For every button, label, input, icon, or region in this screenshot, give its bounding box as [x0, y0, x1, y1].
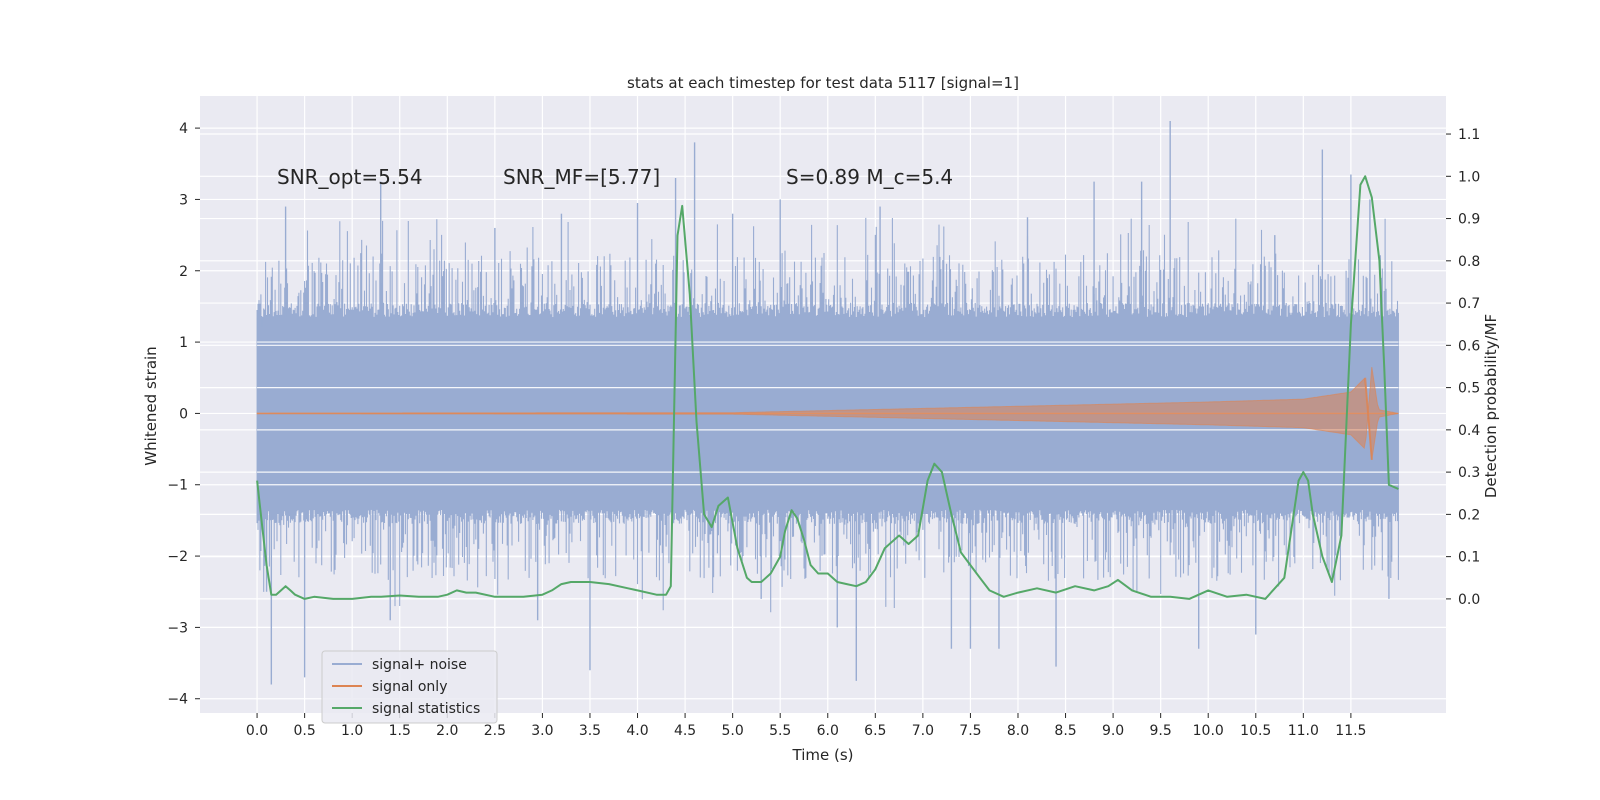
x-tick-label: 1.0 [341, 723, 363, 739]
x-tick-label: 9.0 [1102, 723, 1124, 739]
legend-label-noise: signal+ noise [372, 657, 467, 673]
y-left-tick-label: 0 [179, 406, 188, 422]
x-tick-label: 4.5 [674, 723, 696, 739]
y-right-tick-label: 1.0 [1458, 169, 1480, 185]
y-right-tick-label: 0.6 [1458, 338, 1480, 354]
y-right-tick-label: 0.5 [1458, 381, 1480, 397]
x-tick-label: 3.0 [531, 723, 553, 739]
x-tick-label: 10.5 [1240, 723, 1271, 739]
y-axis-right: 0.0 0.1 0.2 0.3 0.4 0.5 0.6 0.7 0.8 0.9 1.0 1.1 [1446, 127, 1480, 608]
x-tick-label: 8.5 [1054, 723, 1076, 739]
x-axis-label: Time (s) [792, 746, 854, 764]
x-tick-label: 4.0 [626, 723, 648, 739]
annotation-snr-opt: SNR_opt=5.54 [277, 165, 423, 189]
y-right-tick-label: 0.4 [1458, 423, 1480, 439]
legend-label-stats: signal statistics [372, 701, 480, 717]
y-right-tick-label: 0.3 [1458, 465, 1480, 481]
y-right-tick-label: 0.2 [1458, 507, 1480, 523]
x-tick-label: 7.0 [912, 723, 934, 739]
x-tick-label: 1.5 [389, 723, 411, 739]
x-tick-label: 11.0 [1288, 723, 1319, 739]
y-left-tick-label: −3 [167, 620, 188, 636]
x-tick-label: 3.5 [579, 723, 601, 739]
y-left-tick-label: 4 [179, 121, 188, 137]
y-left-tick-label: 2 [179, 264, 188, 280]
x-tick-label: 7.5 [959, 723, 981, 739]
x-tick-label: 5.5 [769, 723, 791, 739]
x-tick-label: 0.0 [246, 723, 268, 739]
annotation-snr-mf: SNR_MF=[5.77] [503, 165, 660, 189]
y-right-tick-label: 0.0 [1458, 592, 1480, 608]
y-right-tick-label: 0.9 [1458, 212, 1480, 228]
x-tick-label: 6.5 [864, 723, 886, 739]
x-axis: 0.0 0.5 1.0 1.5 2.0 2.5 3.0 3.5 4.0 4.5 5.0 5.5 6.0 6… [246, 713, 1366, 739]
y-axis-right-label: Detection probability/MF [1482, 314, 1500, 498]
chart-title: stats at each timestep for test data 511… [627, 74, 1019, 92]
y-left-tick-label: 1 [179, 335, 188, 351]
y-left-tick-label: −4 [167, 692, 188, 708]
y-right-tick-label: 0.1 [1458, 550, 1480, 566]
legend-label-signal: signal only [372, 679, 447, 695]
x-tick-label: 5.0 [722, 723, 744, 739]
y-right-tick-label: 0.7 [1458, 296, 1480, 312]
y-left-tick-label: −1 [167, 478, 188, 494]
x-tick-label: 8.0 [1007, 723, 1029, 739]
x-tick-label: 9.5 [1150, 723, 1172, 739]
y-axis-left: −4 −3 −2 −1 0 1 2 3 4 [167, 121, 200, 708]
y-axis-left-label: Whitened strain [142, 346, 160, 465]
legend-box [321, 650, 498, 724]
series-signal-only [256, 367, 1399, 460]
y-right-tick-label: 0.8 [1458, 254, 1480, 270]
x-tick-label: 2.0 [436, 723, 458, 739]
series-signal-statistics [256, 175, 1399, 600]
annotation-s-mc: S=0.89 M_c=5.4 [786, 165, 953, 189]
stats-line [256, 175, 1399, 600]
x-tick-label: 10.0 [1193, 723, 1224, 739]
x-tick-label: 0.5 [293, 723, 315, 739]
legend: signal+ noise signal only signal statist… [321, 650, 498, 724]
signal-merger [1364, 377, 1373, 460]
y-left-tick-label: 3 [179, 192, 188, 208]
x-tick-label: 11.5 [1335, 723, 1366, 739]
y-left-tick-label: −2 [167, 549, 188, 565]
y-right-tick-label: 1.1 [1458, 127, 1480, 143]
x-tick-label: 6.0 [817, 723, 839, 739]
x-tick-label: 2.5 [484, 723, 506, 739]
